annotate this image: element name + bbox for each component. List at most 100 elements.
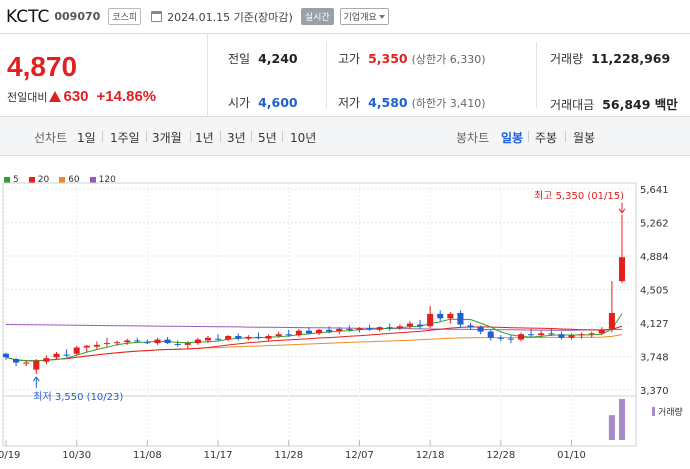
candle-body xyxy=(255,336,262,338)
candle-body xyxy=(437,313,444,319)
candle-body xyxy=(336,328,343,332)
candle-body xyxy=(2,353,10,358)
candle-body xyxy=(305,330,312,334)
company-info-button[interactable]: 기업개요 xyxy=(339,8,389,25)
tab-candle-weekly[interactable]: 주봉 xyxy=(535,131,558,145)
candle-body xyxy=(528,334,535,336)
candle-body xyxy=(285,334,292,336)
candle-body xyxy=(235,336,242,339)
tab-period-1w[interactable]: 1주일 xyxy=(110,131,140,145)
divider xyxy=(326,42,327,108)
high-label: 고가 xyxy=(338,52,361,66)
candle-chart-label: 봉차트 xyxy=(456,131,490,145)
tab-period-3m[interactable]: 3개월 xyxy=(152,131,182,145)
high-arrow-head xyxy=(618,208,626,214)
candle-body xyxy=(326,329,333,332)
price-summary: 4,870 전일대비 630 +14.86% xyxy=(0,34,208,116)
price-change: 전일대비 630 +14.86% xyxy=(7,88,156,105)
candle-body xyxy=(295,330,302,336)
candle-body xyxy=(507,338,514,340)
date-label: 2024.01.15 기준(장마감) xyxy=(167,10,293,24)
change-percent: +14.86% xyxy=(96,88,157,105)
candle-body xyxy=(154,339,161,344)
tab-period-10y[interactable]: 10년 xyxy=(290,131,317,145)
candle-body xyxy=(538,333,545,336)
price-panel: 4,870 전일대비 630 +14.86% 전일 4,240 고가 5,350… xyxy=(0,33,690,117)
legend-label: 120 xyxy=(98,175,116,185)
tab-candle-monthly[interactable]: 월봉 xyxy=(573,131,596,145)
current-price: 4,870 xyxy=(7,51,78,82)
candle-body xyxy=(497,337,504,339)
candle-body xyxy=(194,339,201,344)
low-label: 저가 xyxy=(338,96,361,110)
candle-body xyxy=(33,360,40,370)
divider xyxy=(536,42,537,108)
amount-label: 거래대금 xyxy=(550,98,595,112)
high-value: 5,350 xyxy=(368,51,408,66)
stock-code: 009070 xyxy=(54,10,101,23)
legend-item: 60 xyxy=(59,175,80,185)
volume-bar xyxy=(618,399,626,440)
candle-body xyxy=(73,347,80,354)
candle-body xyxy=(275,334,282,337)
tab-candle-daily[interactable]: 일봉 xyxy=(501,131,524,145)
open-value: 4,600 xyxy=(258,95,298,110)
ma-line-120 xyxy=(5,324,623,331)
tab-period-3y[interactable]: 3년 xyxy=(227,131,246,145)
volume-cell: 거래량 11,228,969 xyxy=(550,50,670,67)
low-annotation: 최저 3,550 (10/23) xyxy=(33,391,123,403)
x-tick-label: 10/30 xyxy=(62,450,91,461)
candle-body xyxy=(618,257,626,282)
candle-body xyxy=(386,327,393,329)
candlestick-chart[interactable]: 5,641 5,262 4,884 4,505 4,127 3,748 3,370 10/19… xyxy=(0,156,690,469)
candle-body xyxy=(245,336,252,339)
line-chart-label: 선차트 xyxy=(34,131,68,145)
candle-body xyxy=(487,331,494,338)
x-tick-label: 11/28 xyxy=(274,450,303,461)
candle-body xyxy=(517,334,525,340)
amount-cell: 거래대금 56,849 백만 xyxy=(550,94,678,113)
candle-body xyxy=(396,326,403,329)
high-cell: 고가 5,350 (상한가 6,330) xyxy=(338,50,486,67)
chart-frame xyxy=(2,182,637,447)
high-annotation: 최고 5,350 (01/15) xyxy=(534,190,624,202)
legend-swatch xyxy=(28,177,35,183)
candle-body xyxy=(204,337,211,341)
change-amount: 630 xyxy=(63,88,89,105)
candle-body xyxy=(467,325,474,328)
candle-body xyxy=(83,345,90,348)
up-arrow-icon xyxy=(49,91,62,102)
low-cell: 저가 4,580 (하한가 3,410) xyxy=(338,94,486,111)
amount-value: 56,849 백만 xyxy=(602,97,678,112)
candle-body xyxy=(184,343,191,345)
calendar-icon xyxy=(151,11,163,22)
tab-period-5y[interactable]: 5년 xyxy=(258,131,277,145)
live-button[interactable]: 실시간 xyxy=(300,8,334,25)
x-tick-label: 10/19 xyxy=(0,450,20,461)
candle-body xyxy=(124,340,131,343)
legend-swatch xyxy=(59,177,66,183)
y-tick-label: 3,370 xyxy=(640,386,669,397)
company-info-label: 기업개요 xyxy=(343,13,377,23)
tab-period-1y[interactable]: 1년 xyxy=(195,131,214,145)
stock-name: KCTC xyxy=(6,6,50,27)
candle-body xyxy=(457,312,464,325)
chart-tab-bar: 선차트 1일 1주일 3개월 1년 3년 5년 10년 봉차트 일봉 주봉 월봉 xyxy=(0,117,690,156)
tab-period-1d[interactable]: 1일 xyxy=(77,131,96,145)
legend-swatch xyxy=(4,177,10,183)
y-tick-label: 5,262 xyxy=(640,219,669,230)
divider xyxy=(146,131,147,142)
y-tick-label: 5,641 xyxy=(640,185,669,196)
candle-body xyxy=(376,327,383,330)
volume-legend-label: 거래량 xyxy=(658,406,683,418)
legend-item: 20 xyxy=(28,175,49,185)
ma-line-5 xyxy=(5,313,623,362)
y-tick-label: 4,884 xyxy=(640,252,669,263)
candlestick-chart-area[interactable]: 5 20 60 120 5,641 5,262 4,884 4,505 4,127 3,748 3… xyxy=(0,156,690,469)
divider xyxy=(102,131,103,142)
candle-body xyxy=(53,353,60,358)
candle-body xyxy=(13,359,20,363)
candle-body xyxy=(356,328,363,330)
open-label: 시가 xyxy=(228,96,251,110)
volume-legend-swatch xyxy=(652,407,655,416)
